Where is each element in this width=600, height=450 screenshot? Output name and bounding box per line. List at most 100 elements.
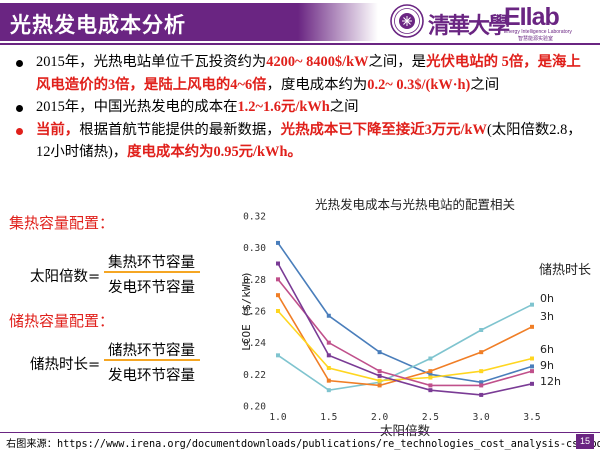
data-point — [276, 309, 280, 313]
series-line — [277, 303, 533, 392]
y-axis-label: LCOE ($/kWh) — [240, 271, 253, 350]
solar-multiple-numerator: 集热环节容量 — [108, 255, 195, 271]
bullet-text: 之间 — [329, 99, 359, 115]
slide-footer: 右图来源：https://www.irena.org/documentdownl… — [0, 432, 600, 450]
legend-entry: 9h — [540, 359, 554, 372]
solar-multiple-label: 太阳倍数= — [30, 269, 101, 285]
legend-entry: 3h — [540, 310, 554, 323]
series-line — [277, 242, 533, 384]
storage-config-title: 储热容量配置： — [9, 312, 115, 330]
source-url[interactable]: https://www.irena.org/documentdownloads/… — [56, 439, 600, 450]
data-point — [479, 392, 484, 397]
data-point — [530, 302, 534, 307]
source-label: 右图来源： — [6, 439, 57, 450]
data-point — [479, 328, 484, 332]
bullet-item: 当前，根据首航节能提供的最新数据，光热成本已下降至接近3万元/kW(太阳倍数2.… — [10, 119, 590, 164]
data-point — [276, 353, 280, 358]
data-point — [479, 380, 484, 385]
bullet-highlight: 度电成本约为0.95元/kWh。 — [127, 144, 302, 160]
bullet-dot-icon — [16, 60, 23, 67]
y-tick-label: 0.30 — [243, 243, 266, 254]
series-line — [277, 294, 533, 387]
bullet-text: 之间 — [470, 76, 500, 93]
bullet-highlight: 光热成本已下降至接近3万元/kW — [280, 121, 487, 138]
heat-config-title: 集热容量配置： — [9, 214, 115, 232]
data-point — [530, 369, 534, 374]
bullet-dot-icon — [16, 105, 23, 112]
bullet-text: 根据首航节能提供的最新数据， — [79, 121, 281, 138]
x-tick-label: 3.0 — [473, 412, 490, 423]
x-tick-label: 3.5 — [523, 412, 540, 423]
lcoe-chart-svg: 光热发电成本与光热电站的配置相关 0.20 0.22 0.24 0.26 0.28 0.30… — [240, 197, 591, 438]
page-number: 15 — [576, 434, 594, 449]
bullet-highlight: 当前， — [36, 121, 80, 138]
bullet-text: 2015年，中国光热发电的成本在 — [36, 99, 238, 115]
y-tick-label: 0.24 — [243, 338, 266, 349]
y-tick-label: 0.32 — [243, 212, 266, 223]
data-point — [377, 350, 382, 355]
chart-title: 光热发电成本与光热电站的配置相关 — [315, 197, 515, 212]
legend-entry: 6h — [540, 343, 554, 356]
header-divider — [0, 43, 600, 45]
x-axis-label: 太阳倍数 — [380, 423, 431, 438]
bullet-text: (太阳倍数2.8，12小时储热)， — [36, 121, 582, 161]
data-point — [326, 353, 331, 358]
data-point — [326, 313, 331, 318]
storage-hours-label: 储热时长= — [30, 357, 101, 373]
tsinghua-seal-icon — [390, 4, 424, 38]
data-point — [428, 375, 433, 380]
y-tick-label: 0.26 — [243, 307, 266, 318]
bullet-list: 2015年，光热电站单位千瓦投资约为4200~ 8400$/kW之间，是光伏电站… — [10, 51, 590, 164]
data-point — [428, 383, 433, 388]
slide-header: 光热发电成本分析 清華大學 EIlab Energy Intelligence … — [0, 0, 600, 45]
storage-hours-denominator: 发电环节容量 — [108, 368, 195, 384]
legend-title: 储热时长 — [539, 263, 591, 278]
data-point — [479, 383, 484, 388]
title-bar-fade — [298, 3, 378, 41]
data-point — [377, 383, 382, 388]
solar-multiple-denominator: 发电环节容量 — [108, 280, 195, 296]
eilab-logo-mark: EIlab — [504, 3, 560, 31]
data-point — [276, 240, 280, 245]
bullet-highlight: 1.2~1.6元/kWh — [237, 99, 330, 115]
y-tick-label: 0.28 — [243, 275, 266, 286]
eilab-logo-en: Energy Intelligence Laboratory — [504, 29, 572, 35]
data-point — [326, 340, 331, 345]
data-point — [428, 369, 433, 374]
data-point — [479, 350, 484, 355]
data-point — [479, 369, 484, 374]
slide-title: 光热发电成本分析 — [10, 13, 186, 37]
title-bar: 光热发电成本分析 — [0, 3, 298, 41]
eilab-logo-cn: 智慧能源实验室 — [518, 36, 554, 42]
x-tick-label: 1.0 — [269, 412, 286, 423]
storage-hours-fraction-bar — [104, 359, 200, 361]
data-point — [326, 366, 331, 370]
data-point — [428, 388, 433, 393]
bullet-text: 之间，是 — [368, 54, 427, 70]
legend-entry: 0h — [540, 292, 554, 305]
bullet-item: 2015年，中国光热发电的成本在1.2~1.6元/kWh之间 — [10, 96, 590, 119]
x-tick-label: 2.5 — [422, 412, 439, 423]
x-tick-label: 1.5 — [320, 412, 337, 423]
legend-entry: 12h — [540, 375, 561, 388]
data-point — [276, 277, 280, 282]
data-point — [276, 293, 280, 298]
data-point — [326, 378, 331, 383]
data-point — [276, 261, 280, 266]
y-tick-label: 0.22 — [243, 370, 266, 381]
bullet-highlight: 0.2~ 0.3$/(kW·h) — [367, 76, 471, 93]
data-point — [530, 364, 534, 369]
image-source: 右图来源：https://www.irena.org/documentdownl… — [6, 435, 600, 450]
bullet-text: 2015年，光热电站单位千瓦投资约为 — [36, 54, 267, 70]
data-point — [530, 381, 534, 386]
storage-hours-numerator: 储热环节容量 — [108, 343, 195, 359]
x-tick-label: 2.0 — [371, 412, 388, 423]
data-point — [530, 356, 534, 361]
series-line — [277, 278, 533, 387]
bullet-dot-icon — [16, 127, 23, 135]
data-point — [377, 373, 382, 378]
bullet-item: 2015年，光热电站单位千瓦投资约为4200~ 8400$/kW之间，是光伏电站… — [10, 51, 590, 96]
y-tick-label: 0.20 — [243, 402, 266, 413]
series-line — [277, 263, 533, 396]
eilab-logo: EIlab Energy Intelligence Laboratory 智慧能… — [504, 3, 596, 42]
